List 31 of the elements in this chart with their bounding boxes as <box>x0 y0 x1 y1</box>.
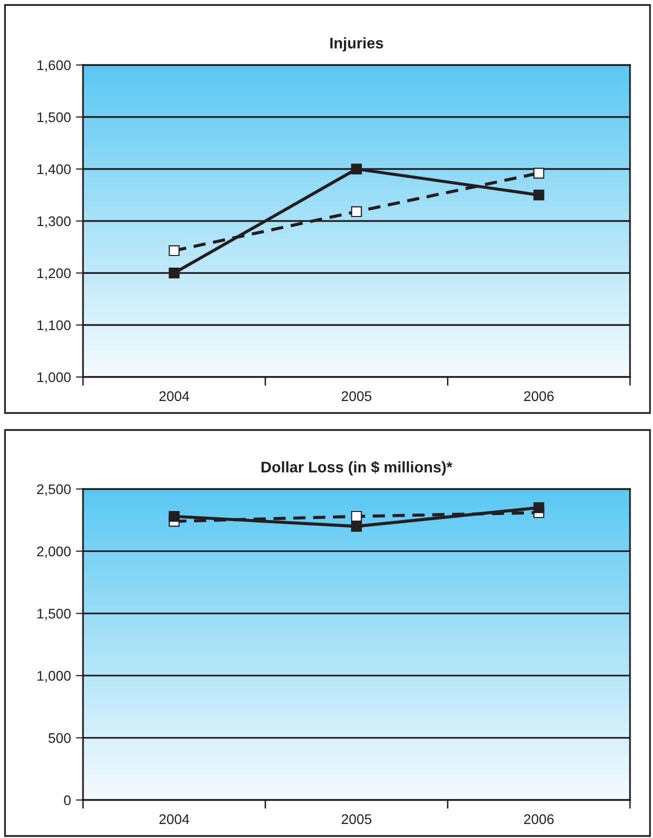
point <box>351 206 362 218</box>
y-tick-label: 1,200 <box>38 268 71 280</box>
y-tick-label: 1,500 <box>38 112 71 124</box>
point <box>533 168 544 179</box>
y-tick-label: 1,000 <box>38 372 71 384</box>
point <box>351 510 362 522</box>
x-tick-label: 2005 <box>342 814 372 824</box>
chart-title: Dollar Loss (in $ millions)* <box>262 460 452 476</box>
y-tick-label: 1,100 <box>38 320 71 332</box>
y-tick-label: 1,000 <box>38 670 71 682</box>
x-tick-label: 2006 <box>524 814 554 824</box>
point <box>168 510 180 522</box>
point <box>533 190 544 200</box>
y-tick-label: 1,600 <box>38 60 71 72</box>
point <box>351 520 362 532</box>
y-tick-label: 500 <box>48 733 71 743</box>
point <box>351 164 362 174</box>
chart-title: Injuries <box>330 37 384 52</box>
y-tick-label: 0 <box>64 795 71 806</box>
point <box>168 245 180 256</box>
point <box>168 268 180 278</box>
y-tick-label: 1,300 <box>38 216 71 228</box>
y-tick-label: 1,500 <box>38 608 71 620</box>
x-tick-label: 2004 <box>159 391 190 402</box>
x-tick-label: 2006 <box>524 391 554 402</box>
y-tick-label: 1,400 <box>38 164 71 176</box>
y-tick-label: 2,500 <box>37 484 71 496</box>
x-tick-label: 2005 <box>342 391 372 402</box>
x-tick-label: 2004 <box>159 814 190 824</box>
y-tick-label: 2,000 <box>37 546 71 558</box>
point <box>533 502 544 514</box>
